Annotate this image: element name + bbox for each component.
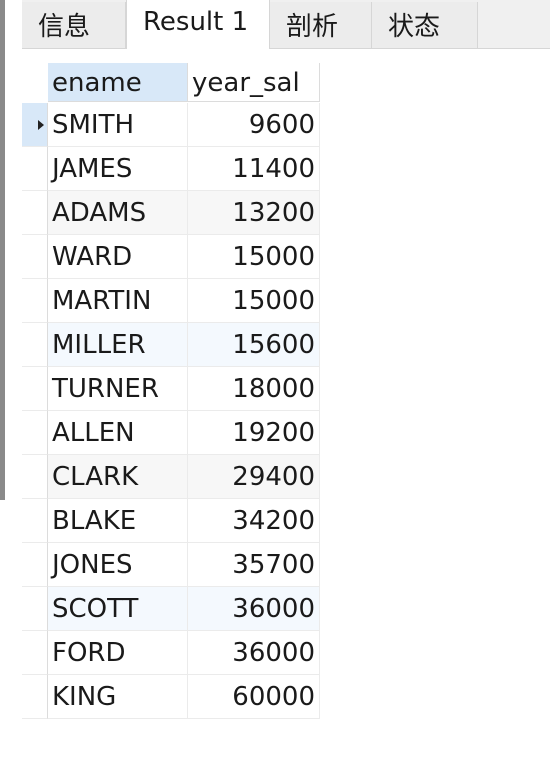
cell-year-sal[interactable]: 15000	[188, 235, 320, 279]
cell-ename[interactable]: MARTIN	[48, 279, 188, 323]
cell-year-sal[interactable]: 15000	[188, 279, 320, 323]
column-header-year-sal[interactable]: year_sal	[188, 63, 320, 102]
cell-ename[interactable]: ALLEN	[48, 411, 188, 455]
tab-profile[interactable]: 剖析	[270, 2, 372, 48]
cell-year-sal[interactable]: 19200	[188, 411, 320, 455]
row-selector[interactable]	[22, 367, 48, 411]
cell-year-sal[interactable]: 18000	[188, 367, 320, 411]
cell-year-sal[interactable]: 9600	[188, 103, 320, 147]
cell-year-sal[interactable]: 11400	[188, 147, 320, 191]
cell-year-sal[interactable]: 29400	[188, 455, 320, 499]
row-selector[interactable]	[22, 279, 48, 323]
cell-ename[interactable]: SMITH	[48, 103, 188, 147]
tab-result-1[interactable]: Result 1	[126, 0, 270, 49]
row-selector[interactable]	[22, 191, 48, 235]
cell-ename[interactable]: ADAMS	[48, 191, 188, 235]
cell-ename[interactable]: BLAKE	[48, 499, 188, 543]
row-selector[interactable]	[22, 411, 48, 455]
result-tab-bar: 信息 Result 1 剖析 状态	[22, 0, 550, 49]
row-selector[interactable]	[22, 235, 48, 279]
row-selector[interactable]	[22, 455, 48, 499]
tab-status[interactable]: 状态	[372, 2, 478, 48]
cell-year-sal[interactable]: 36000	[188, 631, 320, 675]
cell-ename[interactable]: JONES	[48, 543, 188, 587]
cell-year-sal[interactable]: 15600	[188, 323, 320, 367]
cell-year-sal[interactable]: 60000	[188, 675, 320, 719]
row-selector[interactable]	[22, 499, 48, 543]
cell-ename[interactable]: WARD	[48, 235, 188, 279]
cell-year-sal[interactable]: 13200	[188, 191, 320, 235]
tab-info[interactable]: 信息	[22, 2, 126, 48]
cell-year-sal[interactable]: 35700	[188, 543, 320, 587]
cell-ename[interactable]: TURNER	[48, 367, 188, 411]
cell-ename[interactable]: MILLER	[48, 323, 188, 367]
row-selector[interactable]	[22, 587, 48, 631]
row-selector[interactable]	[22, 147, 48, 191]
cell-ename[interactable]: FORD	[48, 631, 188, 675]
row-selector[interactable]	[22, 543, 48, 587]
cell-ename[interactable]: CLARK	[48, 455, 188, 499]
cell-ename[interactable]: KING	[48, 675, 188, 719]
column-header-ename[interactable]: ename	[48, 63, 188, 102]
cell-ename[interactable]: JAMES	[48, 147, 188, 191]
row-selector[interactable]	[22, 675, 48, 719]
row-selector[interactable]	[22, 631, 48, 675]
current-row-arrow-icon	[38, 120, 44, 130]
row-selector-current[interactable]	[22, 103, 48, 147]
window-edge	[0, 0, 5, 500]
cell-ename[interactable]: SCOTT	[48, 587, 188, 631]
row-selector[interactable]	[22, 323, 48, 367]
cell-year-sal[interactable]: 34200	[188, 499, 320, 543]
cell-year-sal[interactable]: 36000	[188, 587, 320, 631]
